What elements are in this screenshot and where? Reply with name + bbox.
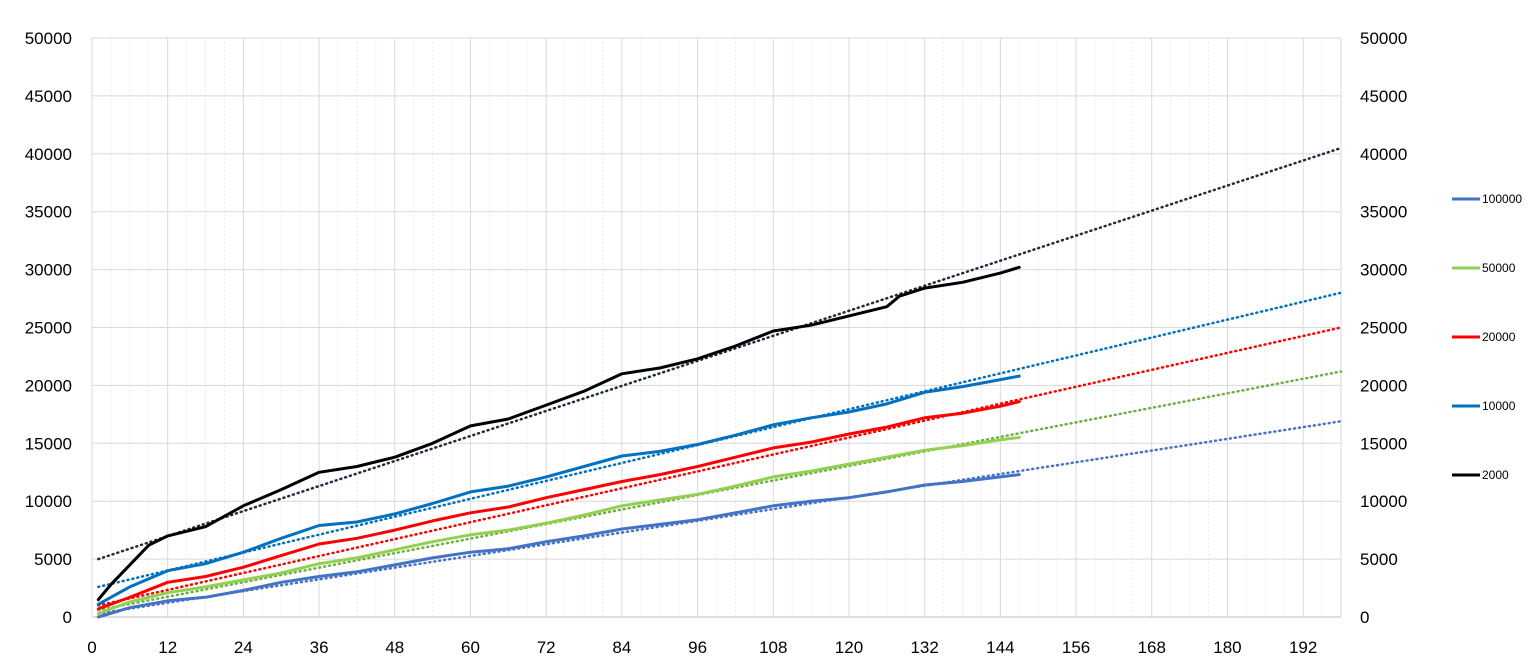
legend-label-50000: 50000 [1482, 261, 1516, 275]
y-tick-label-left: 25000 [25, 319, 72, 338]
x-tick-label: 120 [835, 638, 863, 657]
y-tick-label-right: 5000 [1360, 550, 1398, 569]
x-tick-label: 132 [910, 638, 938, 657]
y-tick-label-left: 45000 [25, 87, 72, 106]
y-tick-label-right: 30000 [1360, 261, 1407, 280]
x-axis-ticks: 0 12 24 36 48 60 72 84 96 108 120 132 144 156 168 180 19… [87, 638, 1317, 657]
x-tick-label: 48 [385, 638, 404, 657]
series-line-20000 [96, 400, 1021, 611]
x-tick-label: 144 [986, 638, 1014, 657]
trendline-10000 [97, 291, 1343, 589]
series-lines [96, 265, 1021, 619]
trendlines [97, 146, 1343, 615]
x-tick-label: 0 [87, 638, 96, 657]
x-tick-label: 36 [310, 638, 329, 657]
y-axis-right-ticks: 0 5000 10000 15000 20000 25000 30000 35000 40000… [1360, 29, 1407, 627]
x-tick-label: 108 [759, 638, 787, 657]
y-tick-label-left: 40000 [25, 145, 72, 164]
series-line-50000 [96, 436, 1021, 615]
x-tick-label: 12 [158, 638, 177, 657]
x-tick-label: 24 [234, 638, 253, 657]
trendline-50000 [97, 370, 1343, 612]
y-tick-label-right: 45000 [1360, 87, 1407, 106]
y-axis-left-ticks: 0 5000 10000 15000 20000 25000 30000 35000 40000… [25, 29, 72, 627]
y-tick-label-left: 0 [63, 608, 72, 627]
y-tick-label-left: 35000 [25, 203, 72, 222]
y-tick-label-left: 15000 [25, 434, 72, 453]
x-tick-label: 180 [1213, 638, 1241, 657]
y-tick-label-left: 50000 [25, 29, 72, 48]
x-tick-label: 72 [537, 638, 556, 657]
y-tick-label-right: 25000 [1360, 319, 1407, 338]
x-tick-label: 96 [688, 638, 707, 657]
chart-grid [92, 37, 1341, 617]
y-tick-label-right: 35000 [1360, 203, 1407, 222]
legend: 100000 50000 20000 10000 2000 [1452, 192, 1522, 482]
plot-frame [91, 38, 1342, 618]
series-line-100000 [96, 473, 1021, 619]
y-tick-label-right: 50000 [1360, 29, 1407, 48]
x-tick-label: 60 [461, 638, 480, 657]
series-line-2000 [96, 265, 1021, 602]
y-tick-label-right: 40000 [1360, 145, 1407, 164]
series-line-10000 [96, 374, 1021, 606]
x-tick-label: 168 [1138, 638, 1166, 657]
legend-label-10000: 10000 [1482, 399, 1516, 413]
y-tick-label-right: 20000 [1360, 376, 1407, 395]
y-tick-label-left: 20000 [25, 376, 72, 395]
y-tick-label-right: 10000 [1360, 492, 1407, 511]
y-tick-label-right: 0 [1360, 608, 1369, 627]
legend-label-20000: 20000 [1482, 330, 1516, 344]
y-tick-label-left: 10000 [25, 492, 72, 511]
legend-label-100000: 100000 [1482, 192, 1522, 206]
y-tick-label-right: 15000 [1360, 434, 1407, 453]
x-tick-label: 84 [612, 638, 631, 657]
trendline-20000 [97, 326, 1343, 607]
trendline-100000 [97, 420, 1343, 615]
y-tick-label-left: 30000 [25, 261, 72, 280]
trendline-2000 [97, 146, 1343, 561]
y-tick-label-left: 5000 [34, 550, 72, 569]
x-tick-label: 192 [1289, 638, 1317, 657]
legend-label-2000: 2000 [1482, 468, 1509, 482]
x-tick-label: 156 [1062, 638, 1090, 657]
